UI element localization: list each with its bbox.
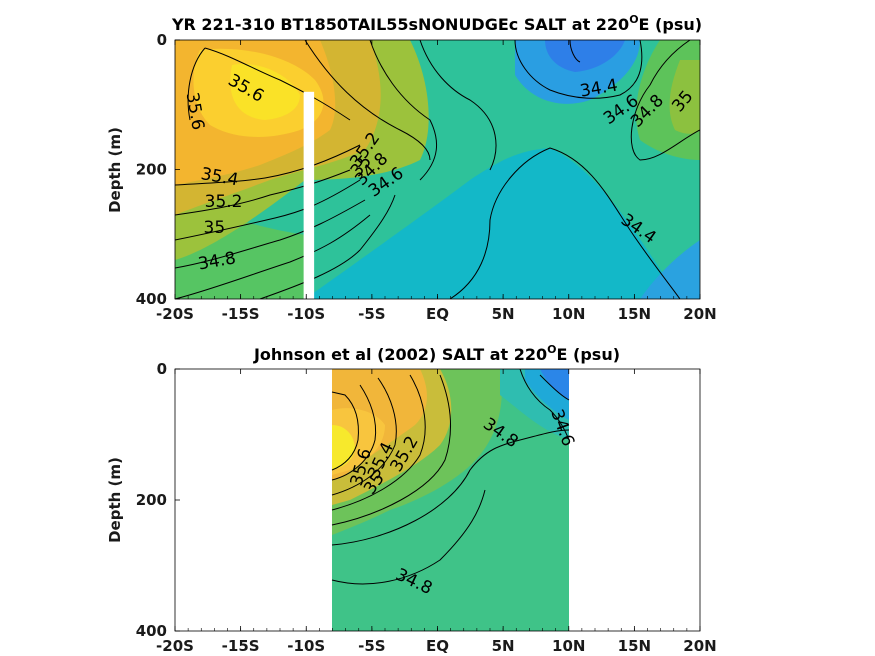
y-tick-label: 400 bbox=[136, 290, 167, 308]
x-tick-label: 10N bbox=[552, 305, 585, 323]
bottom-panel: Johnson et al (2002) SALT at 220OE (psu) bbox=[106, 343, 717, 655]
top-y-axis: 0 200 400 bbox=[136, 31, 180, 308]
x-tick-label: -20S bbox=[156, 305, 194, 323]
top-title: YR 221-310 BT1850TAIL55sNONUDGEc SALT at… bbox=[171, 13, 702, 34]
x-tick-label: 20N bbox=[683, 637, 716, 655]
x-tick-label: -10S bbox=[287, 637, 325, 655]
x-tick-label: -5S bbox=[358, 305, 385, 323]
x-tick-label: -10S bbox=[287, 305, 325, 323]
x-tick-label: 15N bbox=[618, 305, 651, 323]
y-tick-label: 400 bbox=[136, 622, 167, 640]
x-tick-label: -15S bbox=[222, 637, 260, 655]
contour-label: 35 bbox=[204, 218, 226, 238]
top-contour-lines bbox=[175, 40, 700, 299]
bottom-y-label: Depth (m) bbox=[106, 457, 124, 543]
x-tick-label: 5N bbox=[492, 637, 515, 655]
top-salinity-field: 35.635.635.435.23534.835.23534.834.634.4… bbox=[175, 40, 700, 299]
x-tick-label: -5S bbox=[358, 637, 385, 655]
y-tick-label: 0 bbox=[157, 31, 167, 49]
top-panel: YR 221-310 BT1850TAIL55sNONUDGEc SALT at… bbox=[106, 13, 717, 323]
x-tick-label: -20S bbox=[156, 637, 194, 655]
bottom-x-axis: -20S -15S -10S -5S EQ 5N 10N 15N 20N bbox=[156, 369, 717, 655]
x-tick-label: 15N bbox=[618, 637, 651, 655]
x-tick-label: 20N bbox=[683, 305, 716, 323]
top-x-axis: -20S -15S -10S -5S EQ 5N 10N 15N 20N bbox=[156, 40, 717, 323]
x-tick-label: 5N bbox=[492, 305, 515, 323]
x-tick-label: EQ bbox=[426, 305, 449, 323]
bottom-title: Johnson et al (2002) SALT at 220OE (psu) bbox=[253, 343, 620, 364]
contour-label: 35.2 bbox=[205, 192, 243, 212]
top-y-label: Depth (m) bbox=[106, 127, 124, 213]
y-tick-label: 200 bbox=[136, 161, 167, 179]
bottom-y-axis: 0 200 400 bbox=[136, 360, 180, 640]
x-tick-label: EQ bbox=[426, 637, 449, 655]
y-tick-label: 0 bbox=[157, 360, 167, 378]
top-missing-data-band bbox=[303, 91, 315, 299]
y-tick-label: 200 bbox=[136, 491, 167, 509]
x-tick-label: 10N bbox=[552, 637, 585, 655]
x-tick-label: -15S bbox=[222, 305, 260, 323]
